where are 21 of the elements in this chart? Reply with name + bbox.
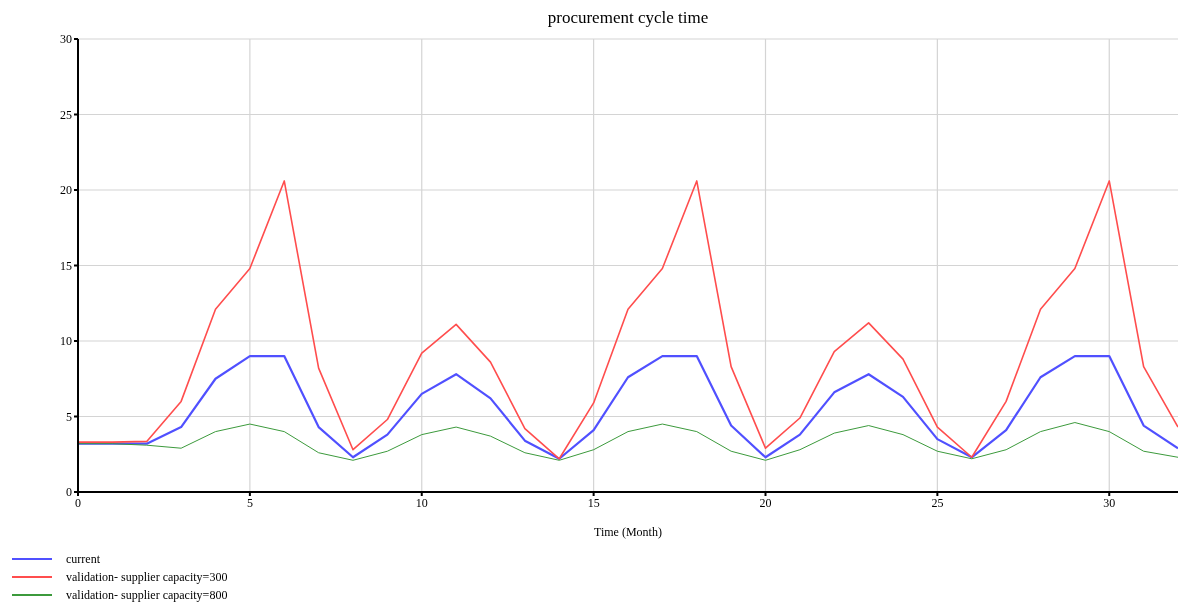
chart-title: procurement cycle time xyxy=(546,8,710,29)
y-tick-label: 10 xyxy=(60,334,72,349)
y-tick-label: 15 xyxy=(60,258,72,273)
line-series xyxy=(78,180,1178,460)
line-series xyxy=(78,355,1178,460)
x-tick-label: 10 xyxy=(415,495,428,510)
y-tick-label: 20 xyxy=(60,183,72,198)
x-tick-label: 30 xyxy=(1103,495,1116,510)
y-tick-label: 0 xyxy=(66,485,72,500)
y-tick-label: 5 xyxy=(66,409,72,424)
line-series xyxy=(78,422,1178,461)
legend-label: validation- supplier capacity=800 xyxy=(66,587,228,603)
x-tick-label: 5 xyxy=(246,495,253,510)
y-tick-label: 30 xyxy=(60,32,72,47)
x-tick-label: 15 xyxy=(587,495,600,510)
legend-label: validation- supplier capacity=300 xyxy=(66,569,228,585)
y-tick-label: 25 xyxy=(60,107,72,122)
legend-label: current xyxy=(66,551,100,567)
x-tick-label: 25 xyxy=(931,495,944,510)
x-axis-title: Time (Month) xyxy=(594,525,662,539)
x-tick-label: 20 xyxy=(759,495,772,510)
